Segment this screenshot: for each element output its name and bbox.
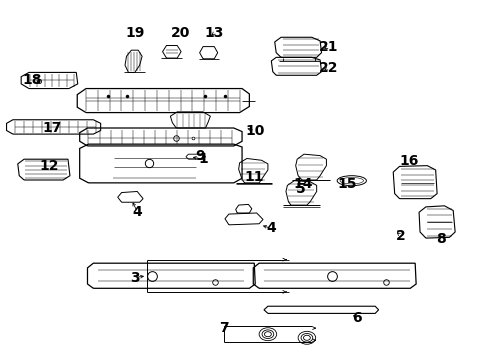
Text: 5: 5 [295,182,305,196]
Text: 6: 6 [351,311,361,325]
Text: 19: 19 [125,26,144,40]
Text: 17: 17 [42,121,61,135]
Text: 9: 9 [194,149,204,163]
Text: 13: 13 [204,26,224,40]
Text: 15: 15 [336,177,356,191]
Text: 1: 1 [198,152,207,166]
Text: 7: 7 [219,321,228,335]
Text: 11: 11 [244,170,264,184]
Text: 16: 16 [399,154,418,168]
Text: 12: 12 [40,159,59,174]
Text: 3: 3 [130,271,139,284]
Text: 22: 22 [318,61,337,75]
Text: 4: 4 [132,204,142,219]
Text: 18: 18 [22,73,42,87]
Text: 20: 20 [170,26,189,40]
Text: 4: 4 [266,221,276,235]
Text: 21: 21 [318,40,337,54]
Text: 2: 2 [395,229,405,243]
Text: 10: 10 [245,123,264,138]
Text: 14: 14 [293,177,312,191]
Text: 8: 8 [435,232,445,246]
